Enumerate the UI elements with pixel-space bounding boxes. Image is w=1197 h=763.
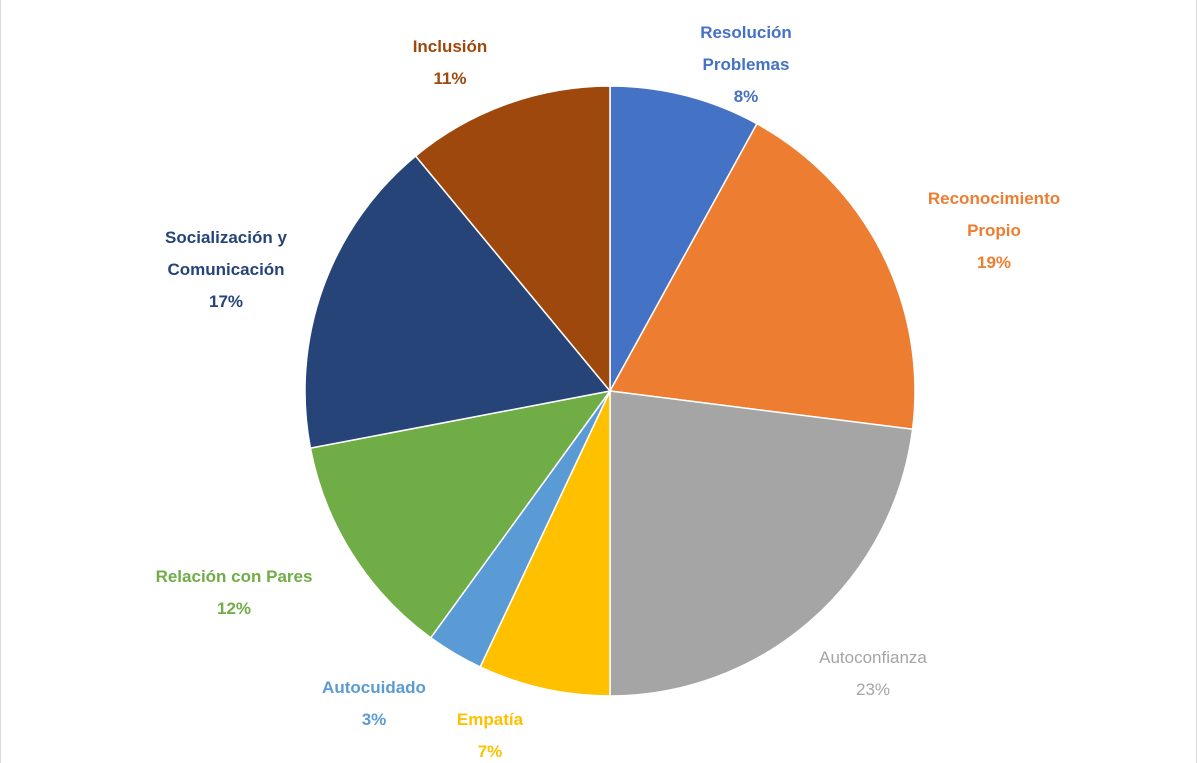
pie-slice-relacion-con-pares: [309, 389, 612, 639]
data-label-percent: 3%: [362, 710, 387, 729]
data-label-percent: 23%: [856, 680, 890, 699]
data-label-resolucion-problemas: Resolución Problemas 8%: [700, 23, 792, 106]
data-label-name: Empatía: [457, 710, 524, 729]
data-label-name: Problemas: [703, 55, 790, 74]
data-label-percent: 11%: [433, 69, 466, 88]
data-label-relacion-con-pares: Relación con Pares 12%: [156, 567, 313, 618]
data-label-percent: 12%: [217, 599, 251, 618]
data-label-reconocimiento-propio: Reconocimiento Propio 19%: [928, 189, 1060, 272]
pie-slice-inclusion: [414, 85, 611, 394]
data-label-name: Inclusión: [413, 37, 488, 56]
data-label-name: Reconocimiento: [928, 189, 1060, 208]
data-label-name: Resolución: [700, 23, 792, 42]
pie-slice-empatia: [479, 390, 611, 697]
pie-data-labels: Resolución Problemas 8% Reconocimiento Propi…: [156, 23, 1061, 761]
data-label-name: Autocuidado: [322, 678, 426, 697]
data-label-percent: 17%: [209, 292, 243, 311]
pie-slice-reconocimiento-propio: [608, 122, 916, 431]
data-label-name: Comunicación: [167, 260, 284, 279]
data-label-autocuidado: Autocuidado 3%: [322, 678, 426, 729]
data-label-inclusion: Inclusión 11%: [413, 37, 488, 88]
data-label-percent: 7%: [478, 742, 503, 761]
data-label-empatia: Empatía 7%: [457, 710, 524, 761]
pie-slice-socializacion-y-comunicacion: [304, 154, 612, 450]
data-label-name: Relación con Pares: [156, 567, 313, 586]
pie-slices: [304, 85, 916, 697]
data-label-name: Autoconfianza: [819, 648, 927, 667]
data-label-percent: 8%: [734, 87, 759, 106]
pie-slice-autoconfianza: [609, 390, 914, 697]
data-label-autoconfianza: Autoconfianza 23%: [819, 648, 927, 699]
data-label-name: Propio: [967, 221, 1021, 240]
data-label-name: Socialización y: [165, 228, 287, 247]
pie-slice-resolucion-problemas: [609, 85, 758, 392]
data-label-percent: 19%: [977, 253, 1011, 272]
data-label-socializacion-y-comunicacion: Socialización y Comunicación 17%: [165, 228, 287, 311]
